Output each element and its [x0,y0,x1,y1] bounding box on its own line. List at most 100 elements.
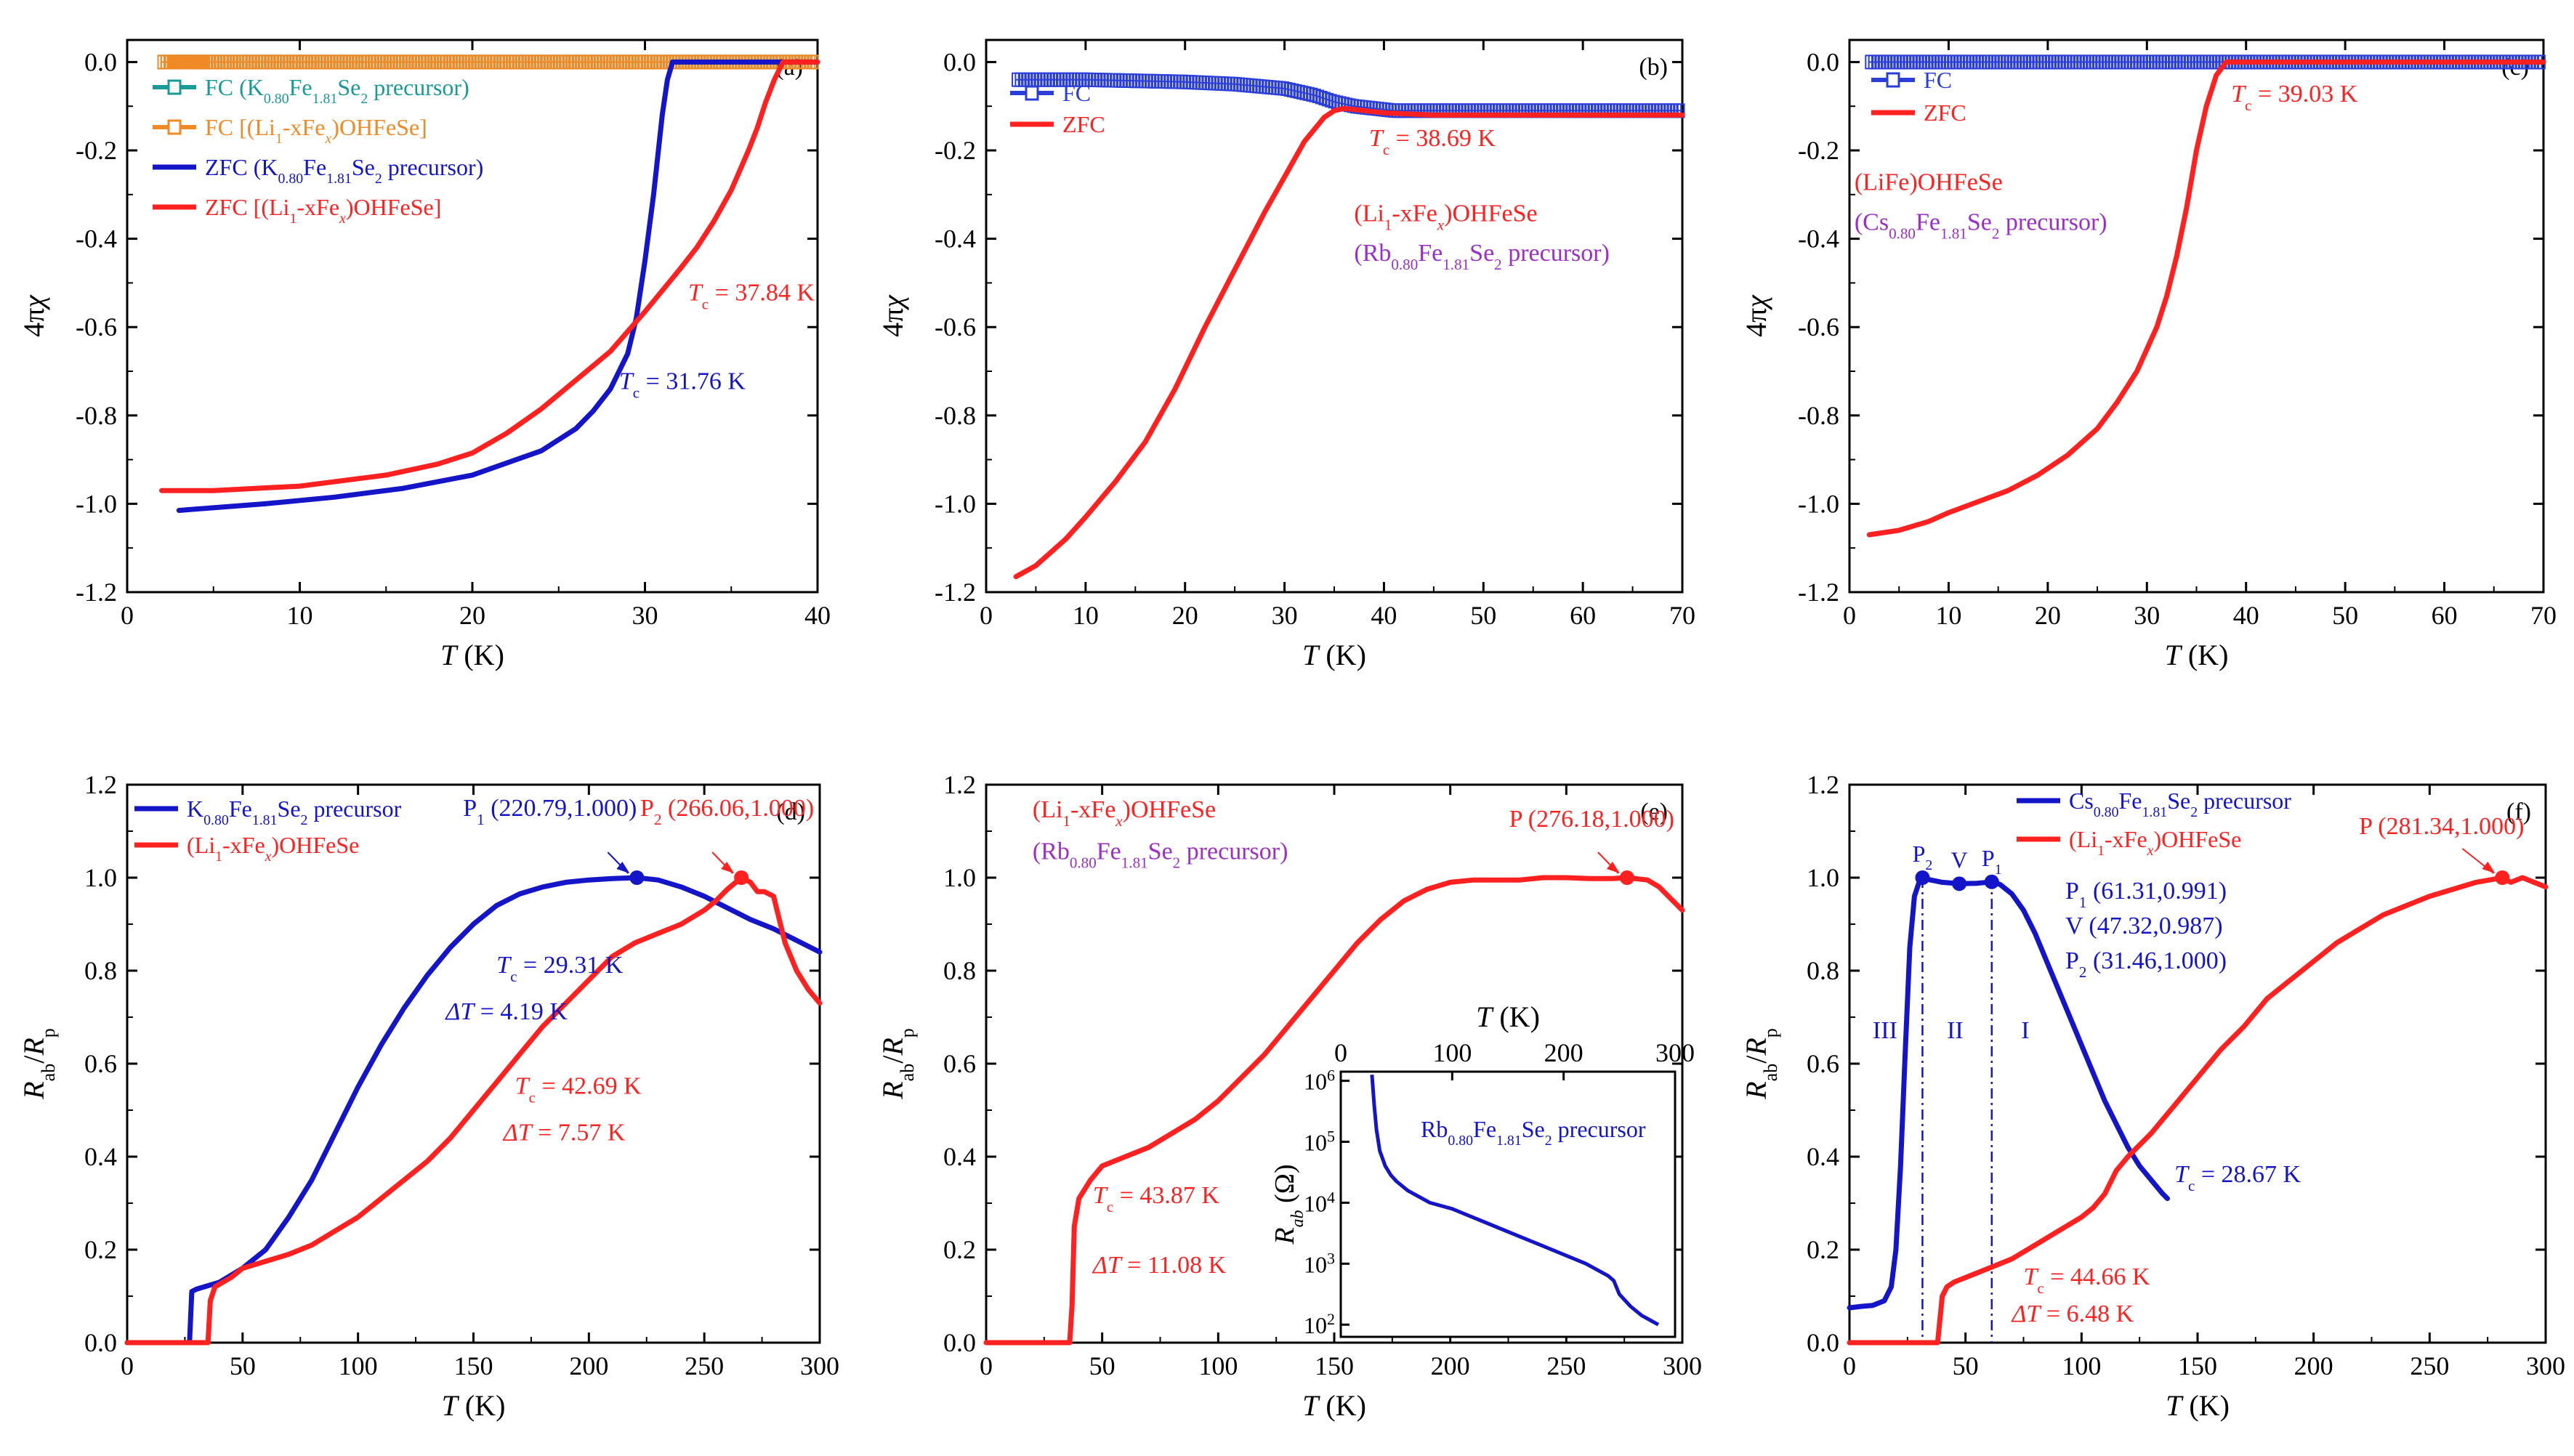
x-tick-label: 300 [2526,1351,2565,1380]
y-tick-label: 1.2 [84,770,117,799]
annotation: V (47.32,0.987) [2065,913,2223,939]
panel-e: 0 50 100 150 200 250 300 0.0 0.2 0.4 0.6 0.8 1.0 1.2 T… [876,770,1702,1422]
annotation: (Rb0.80Fe1.81Se2 precursor) [1354,240,1610,273]
peak-label: P1 [1982,845,2002,878]
y-tick-label: 0.2 [1807,1235,1839,1264]
y-axis-label: 4πχ [17,294,50,337]
peak-arrowhead [1606,862,1620,873]
legend-entry: FC [1924,67,1952,93]
y-tick-label: -0.8 [1798,401,1839,430]
y-tick-label: -0.4 [1798,225,1839,254]
annotation: Tc = 39.03 K [2231,81,2357,114]
x-tick-label: 0 [121,1351,134,1380]
legend-entry: ZFC [(Li1-xFex)OHFeSe] [205,194,441,227]
series-line [1013,105,1685,580]
annotation: III [1873,1017,1897,1044]
y-tick-label: 0.2 [84,1235,117,1264]
annotation: P2 (31.46,1.000) [2065,947,2227,981]
x-tick-label: 150 [2178,1351,2217,1380]
x-tick-label: 50 [2332,601,2358,630]
annotation: (Li1-xFex)OHFeSe [1033,796,1216,830]
x-tick-label: 70 [1669,601,1695,630]
data-point-marker [169,54,210,70]
x-tick-label: 200 [569,1351,608,1380]
inset-y-tick-label: 105 [1304,1127,1335,1156]
x-tick-label: 0 [121,601,134,630]
annotation: Tc = 43.87 K [1093,1182,1219,1216]
x-tick-label: 0 [980,1351,993,1380]
panel-a: 0 10 20 30 40 -1.2 -1.0 -0.8 -0.6 -0.4 -0.2 0.0 T (K… [17,39,831,671]
y-tick-label: 0.0 [84,1328,117,1357]
y-tick-label: -0.6 [935,312,976,341]
legend-marker [1886,72,1900,88]
y-tick-label: 0.8 [943,956,976,985]
annotation: Tc = 44.66 K [2024,1263,2150,1297]
series-line [1847,875,2549,1346]
legend-entry: K0.80Fe1.81Se2 precursor [187,796,402,828]
annotation: (Cs0.80Fe1.81Se2 precursor) [1855,209,2107,242]
panel-f: 0 50 100 150 200 250 300 0.0 0.2 0.4 0.6 0.8 1.0 1.2 T… [1740,770,2565,1422]
panel-label: (d) [776,798,805,825]
inset-y-tick-label: 102 [1304,1310,1335,1339]
x-tick-label: 10 [1935,601,1961,630]
annotation: (Li1-xFex)OHFeSe [1354,200,1537,233]
annotation: Tc = 29.31 K [496,952,623,985]
y-tick-label: -0.4 [76,225,117,254]
inset-series-line [1370,1075,1660,1327]
annotation: Tc = 38.69 K [1369,125,1496,158]
inset-y-tick-label: 106 [1304,1066,1335,1095]
y-tick-label: 0.6 [84,1049,117,1078]
x-tick-label: 40 [804,601,831,630]
x-tick-label: 30 [2134,601,2160,630]
peak-label: P (276.18,1.000) [1509,806,1674,833]
y-tick-label: -1.0 [935,489,976,518]
x-axis-label: T (K) [2166,1389,2230,1422]
x-tick-label: 20 [1172,601,1198,630]
inset-x-tick-label: 200 [1544,1038,1583,1067]
y-tick-label: 1.2 [1807,770,1839,799]
y-tick-label: -0.2 [76,136,117,165]
panel-label: (b) [1639,54,1668,81]
x-tick-label: 20 [2035,601,2061,630]
series-line [1847,875,2170,1311]
y-tick-label: -1.2 [1798,578,1839,607]
x-tick-label: 60 [1570,601,1596,630]
y-tick-label: 1.2 [943,770,976,799]
annotation: Tc = 28.67 K [2174,1161,2301,1194]
annotation: ΔT = 7.57 K [502,1120,626,1146]
series-line [176,59,820,513]
x-tick-label: 0 [1843,601,1856,630]
panel-c: 0 10 20 30 40 50 60 70 -1.2 -1.0 -0.8 -0.6 -0.4 -0.2 0… [1740,39,2557,671]
inset-plot: 0 100 200 300 T (K) 102 103 104 105 106 Rab (Ω) Rb0… [1270,1000,1695,1338]
x-tick-label: 20 [459,601,485,630]
y-tick-label: -0.8 [935,401,976,430]
peak-point-marker [2495,870,2510,885]
legend-marker [167,79,182,95]
y-tick-label: 0.0 [943,1328,976,1357]
y-tick-label: -0.6 [1798,312,1839,341]
annotation: I [2021,1017,2029,1044]
y-tick-label: -1.0 [1798,489,1839,518]
y-tick-label: 0.4 [84,1142,117,1171]
annotation: Tc = 42.69 K [515,1073,642,1107]
x-tick-label: 50 [1470,601,1496,630]
inset-label: Rb0.80Fe1.81Se2 precursor [1421,1116,1646,1149]
panel-d: 0 50 100 150 200 250 300 0.0 0.2 0.4 0.6 0.8 1.0 1.2 T… [17,770,839,1422]
legend-entry: FC (K0.80Fe1.81Se2 precursor) [205,74,469,107]
x-tick-label: 50 [230,1351,256,1380]
inset-y-tick-label: 103 [1304,1249,1335,1278]
peak-label: P1 (220.79,1.000) [463,795,637,828]
y-tick-label: 1.0 [943,863,976,892]
inset-y-axis-label: Rab (Ω) [1270,1164,1307,1245]
legend-entry: (Li1-xFex)OHFeSe [187,832,359,865]
x-tick-label: 250 [2410,1351,2449,1380]
x-tick-label: 300 [800,1351,839,1380]
x-tick-label: 60 [2432,601,2458,630]
peak-arrowhead [721,862,735,873]
series-line [124,875,823,1346]
series-line [983,875,1685,1346]
peak-label: P2 (266.06,1.000) [640,795,814,828]
series-line [159,59,820,493]
peak-point-marker [1619,870,1634,885]
